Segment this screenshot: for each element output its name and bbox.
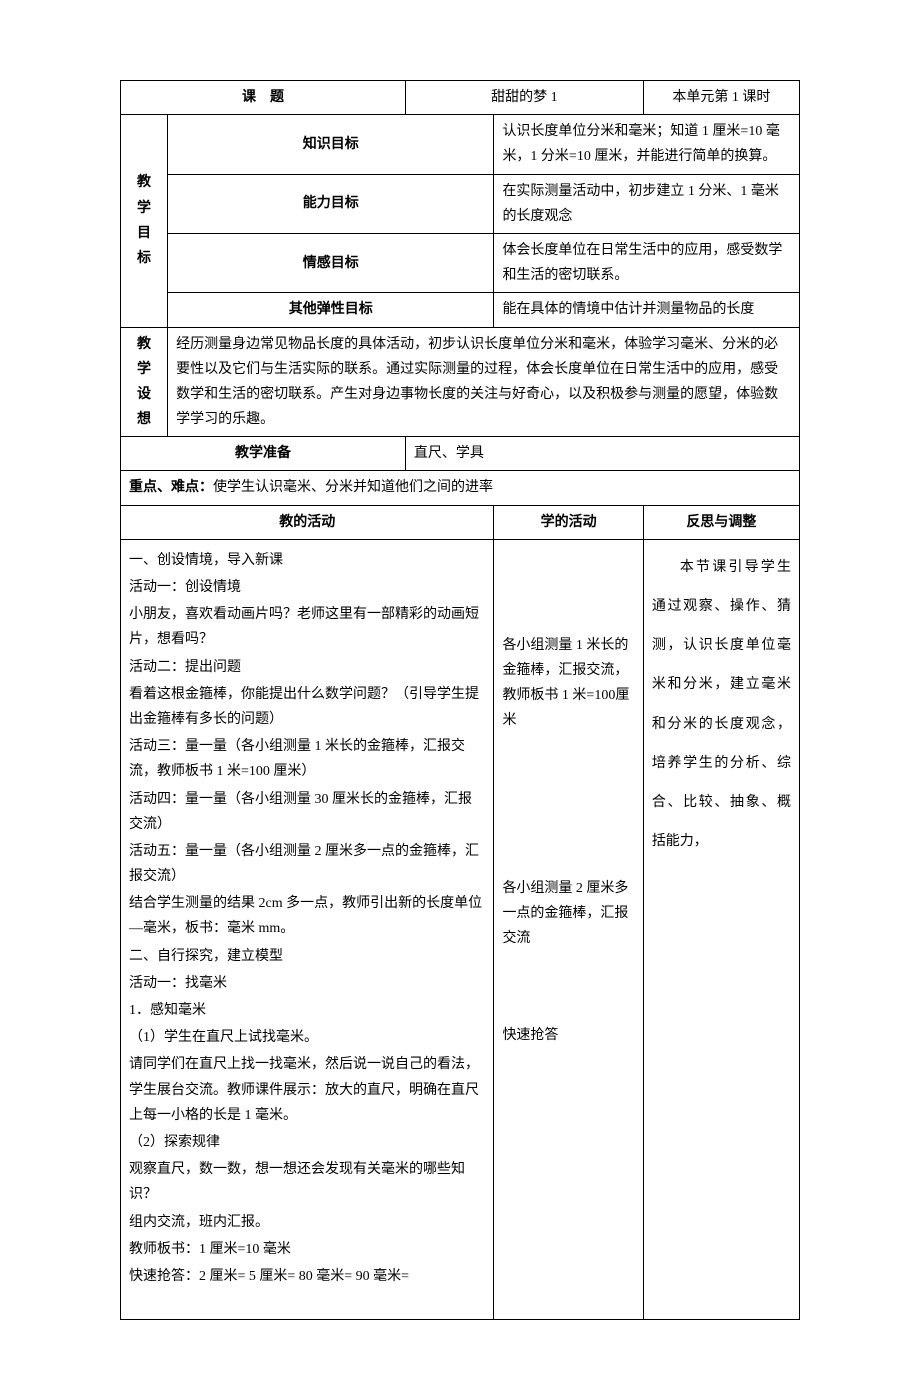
topic-value: 甜甜的梦 1 xyxy=(405,81,643,115)
teach-line: （2）探索规律 xyxy=(129,1130,485,1155)
ability-label: 能力目标 xyxy=(168,174,494,233)
teach-line: 快速抢答：2 厘米= 5 厘米= 80 毫米= 90 毫米= xyxy=(129,1264,485,1289)
col-teach: 教的活动 xyxy=(121,505,494,539)
teach-line: 活动四：量一量（各小组测量 30 厘米长的金箍棒，汇报交流） xyxy=(129,787,485,837)
design-label: 教学设想 xyxy=(121,327,168,437)
teach-line: 活动二：提出问题 xyxy=(129,655,485,680)
teach-line: 1．感知毫米 xyxy=(129,998,485,1023)
teach-line: 一、创设情境，导入新课 xyxy=(129,548,485,573)
teach-line: 二、自行探究，建立模型 xyxy=(129,944,485,969)
topic-label: 课 题 xyxy=(121,81,406,115)
teach-line: 结合学生测量的结果 2cm 多一点，教师引出新的长度单位—毫米，板书：毫米 mm… xyxy=(129,891,485,941)
lesson-plan-table: 课 题 甜甜的梦 1 本单元第 1 课时 教学目标 知识目标 认识长度单位分米和… xyxy=(120,80,800,1320)
teach-content: 一、创设情境，导入新课活动一：创设情境小朋友，喜欢看动画片吗？老师这里有一部精彩… xyxy=(121,539,494,1319)
ability-value: 在实际测量活动中，初步建立 1 分米、1 毫米的长度观念 xyxy=(494,174,800,233)
learn-block-3: 快速抢答 xyxy=(502,1023,634,1048)
keypoints-row: 重点、难点：使学生认识毫米、分米并知道他们之间的进率 xyxy=(121,471,800,505)
teach-line: 教师板书：1 厘米=10 毫米 xyxy=(129,1237,485,1262)
teach-line: 活动一：创设情境 xyxy=(129,575,485,600)
emotion-value: 体会长度单位在日常生活中的应用，感受数学和生活的密切联系。 xyxy=(494,233,800,292)
teach-line: 活动五：量一量（各小组测量 2 厘米多一点的金箍棒，汇报交流） xyxy=(129,839,485,889)
teach-line: 看着这根金箍棒，你能提出什么数学问题？（引导学生提出金箍棒有多长的问题） xyxy=(129,682,485,732)
knowledge-label: 知识目标 xyxy=(168,115,494,174)
learn-block-1: 各小组测量 1 米长的金箍棒，汇报交流，教师板书 1 米=100厘米 xyxy=(502,633,634,734)
keypoints-text: 使学生认识毫米、分米并知道他们之间的进率 xyxy=(213,480,493,495)
emotion-label: 情感目标 xyxy=(168,233,494,292)
lesson-info: 本单元第 1 课时 xyxy=(643,81,799,115)
teach-line: （1）学生在直尺上试找毫米。 xyxy=(129,1025,485,1050)
other-label: 其他弹性目标 xyxy=(168,293,494,327)
design-value: 经历测量身边常见物品长度的具体活动，初步认识长度单位分米和毫米，体验学习毫米、分… xyxy=(168,327,800,437)
col-learn: 学的活动 xyxy=(494,505,643,539)
teach-line: 活动三：量一量（各小组测量 1 米长的金箍棒，汇报交流，教师板书 1 米=100… xyxy=(129,734,485,784)
reflect-content: 本节课引导学生通过观察、操作、猜测，认识长度单位毫米和分米，建立毫米和分米的长度… xyxy=(643,539,799,1319)
prep-value: 直尺、学具 xyxy=(405,437,799,471)
teach-line: 小朋友，喜欢看动画片吗？老师这里有一部精彩的动画短片，想看吗？ xyxy=(129,602,485,652)
teach-line: 组内交流，班内汇报。 xyxy=(129,1210,485,1235)
goals-main-label: 教学目标 xyxy=(121,115,168,327)
learn-content: 各小组测量 1 米长的金箍棒，汇报交流，教师板书 1 米=100厘米 各小组测量… xyxy=(494,539,643,1319)
knowledge-value: 认识长度单位分米和毫米；知道 1 厘米=10 毫米，1 分米=10 厘米，并能进… xyxy=(494,115,800,174)
teach-line: 观察直尺，数一数，想一想还会发现有关毫米的哪些知识？ xyxy=(129,1157,485,1207)
teach-line: 活动一：找毫米 xyxy=(129,971,485,996)
learn-block-2: 各小组测量 2 厘米多一点的金箍棒，汇报交流 xyxy=(502,876,634,952)
col-reflect: 反思与调整 xyxy=(643,505,799,539)
prep-label: 教学准备 xyxy=(121,437,406,471)
teach-line: 请同学们在直尺上找一找毫米，然后说一说自己的看法，学生展台交流。教师课件展示：放… xyxy=(129,1052,485,1128)
other-value: 能在具体的情境中估计并测量物品的长度 xyxy=(494,293,800,327)
